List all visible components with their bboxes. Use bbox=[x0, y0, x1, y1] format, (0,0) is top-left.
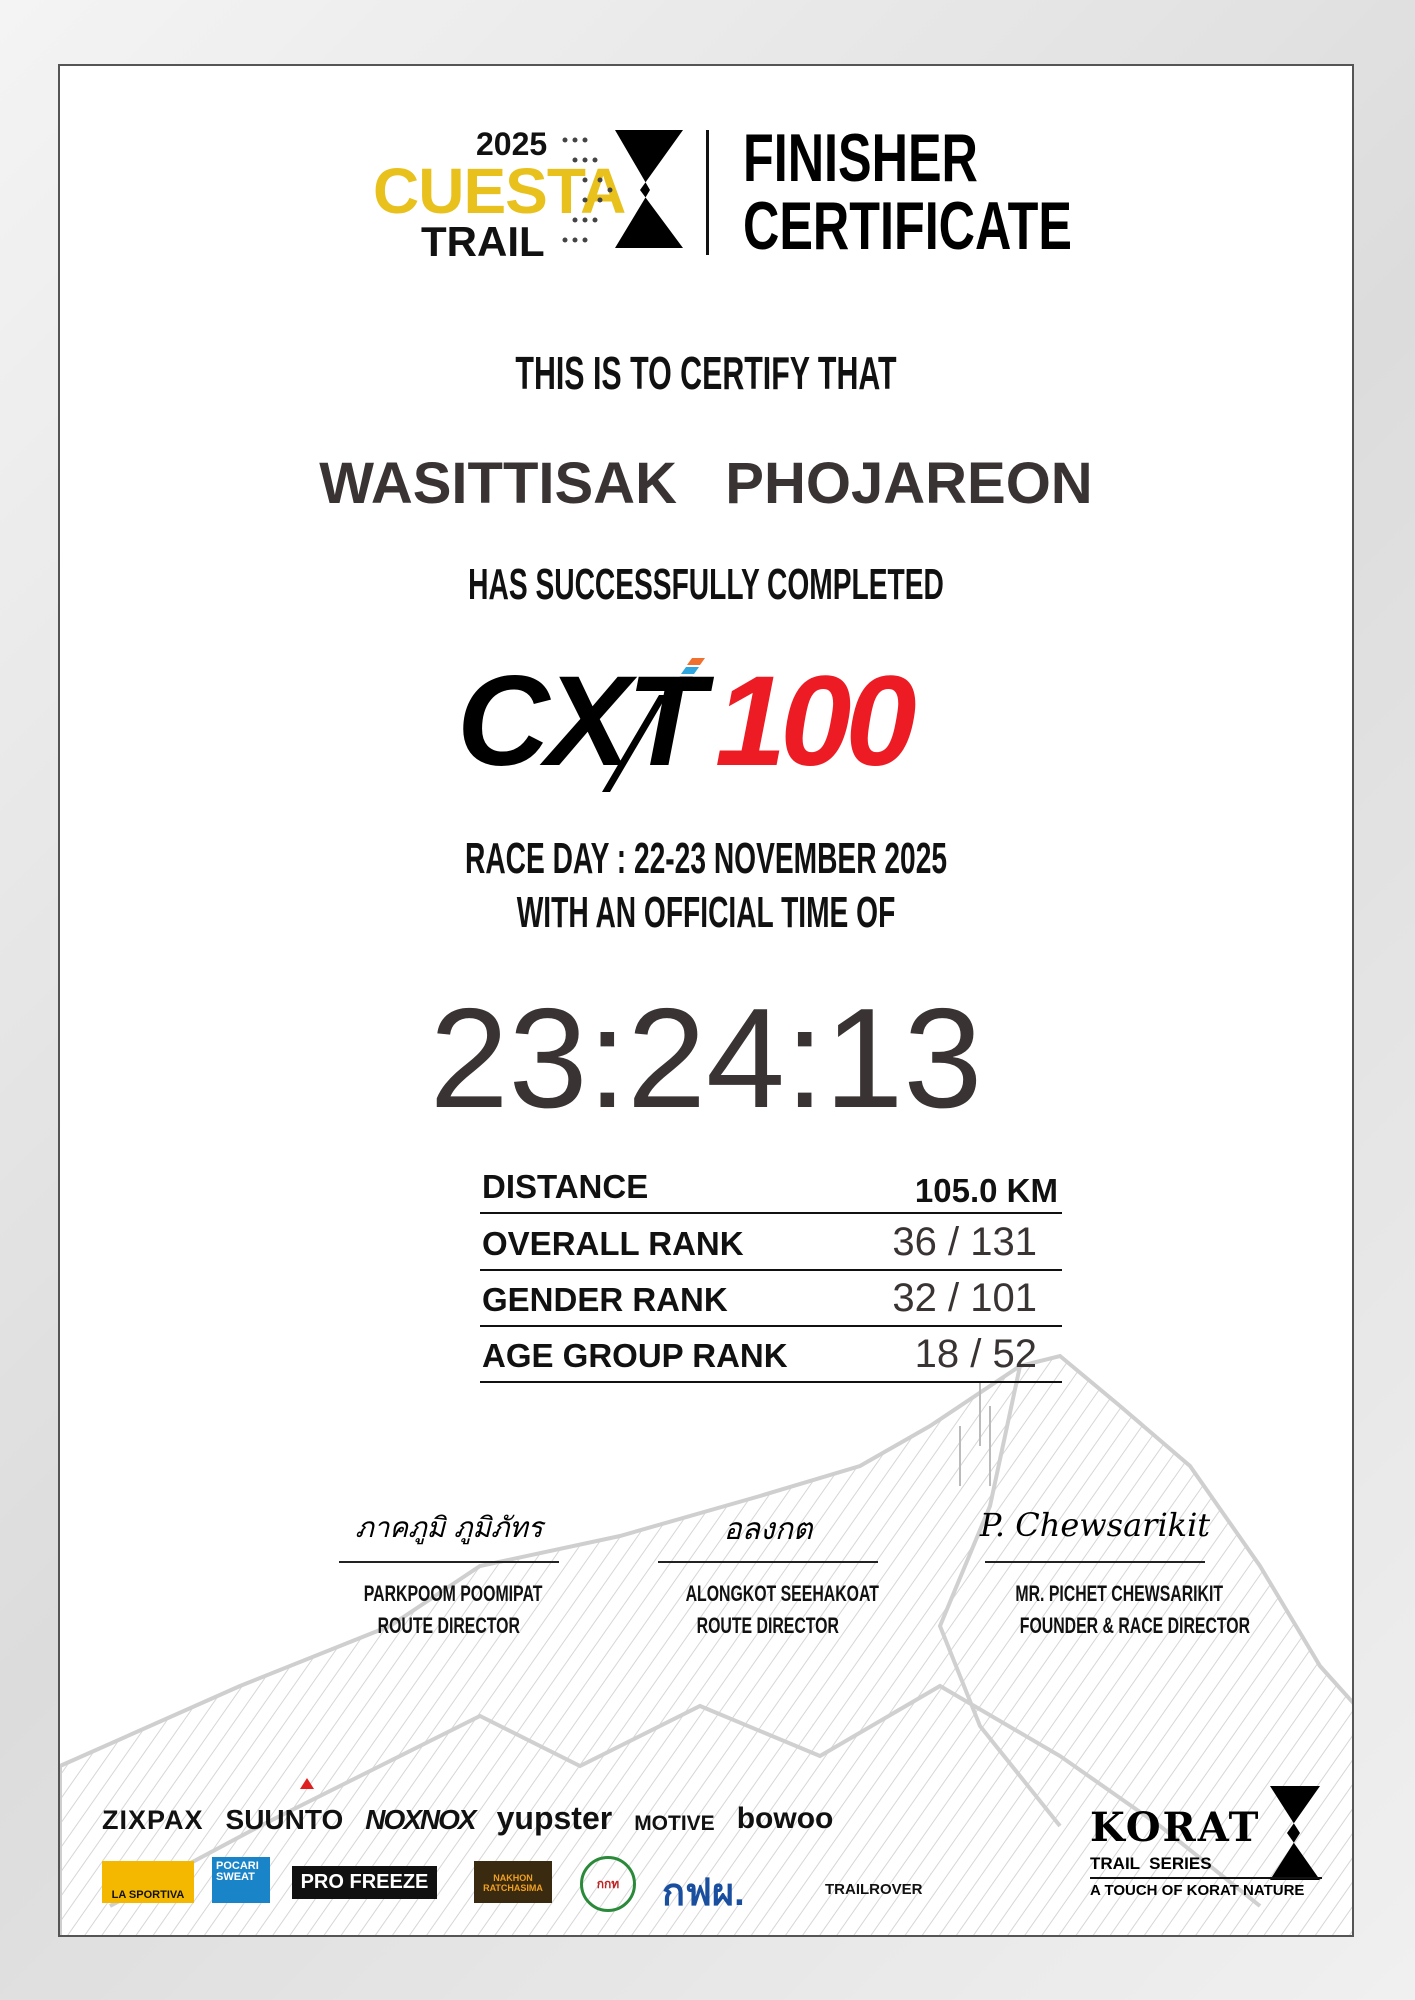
korat-trail-logo: KORAT TRAIL SERIES A TOUCH OF KORAT NATU… bbox=[1090, 1786, 1324, 1904]
signature-block: P. Chewsarikit MR. PICHET CHEWSARIKIT FO… bbox=[975, 1506, 1250, 1639]
result-value: 36 / 131 bbox=[892, 1220, 1037, 1264]
sponsor-logo: TRAILROVER bbox=[825, 1881, 923, 1898]
result-label: DISTANCE bbox=[482, 1168, 649, 1205]
result-value: 105.0 KM bbox=[914, 1172, 1058, 1209]
sponsor-logo: PRO FREEZE bbox=[292, 1866, 437, 1899]
race-day: RACE DAY : 22-23 NOVEMBER 2025 bbox=[464, 834, 948, 883]
header-divider bbox=[706, 130, 709, 255]
title-certificate: CERTIFICATE bbox=[743, 188, 1072, 264]
result-row-age-group: AGE GROUP RANK 18 / 52 bbox=[480, 1327, 1062, 1383]
korat-divider bbox=[1090, 1877, 1322, 1879]
sponsor-logo: bowoo bbox=[736, 1802, 834, 1835]
signature-line bbox=[339, 1561, 559, 1563]
sponsor-logo: กฟผ. bbox=[662, 1872, 745, 1914]
korat-name: KORAT bbox=[1090, 1804, 1261, 1851]
runner-name: WASITTISAK PHOJAREON bbox=[319, 451, 1093, 516]
signature: ภาคภูมิ ภูมิภัทร bbox=[355, 1511, 543, 1544]
official-time-label: WITH AN OFFICIAL TIME OF bbox=[516, 888, 896, 937]
certificate: 2025 CUESTA TRAIL FINISHER CERTIFICATE T… bbox=[58, 64, 1354, 1937]
korat-sub: TRAIL SERIES bbox=[1090, 1854, 1212, 1873]
result-label: GENDER RANK bbox=[482, 1281, 728, 1318]
event-year: 2025 bbox=[476, 126, 548, 162]
sponsor-row-1: ZIXPAX SUUNTO NOXNOX yupster MOTIVE bowo… bbox=[102, 1794, 833, 1834]
signature-line bbox=[658, 1561, 878, 1563]
signer-name: ALONGKOT SEEHAKOAT bbox=[685, 1581, 879, 1606]
signature-block: อลงกต ALONGKOT SEEHAKOAT ROUTE DIRECTOR bbox=[648, 1506, 888, 1639]
completed-text: HAS SUCCESSFULLY COMPLETED bbox=[468, 560, 944, 609]
result-row-overall: OVERALL RANK 36 / 131 bbox=[480, 1216, 1062, 1271]
signer-name: MR. PICHET CHEWSARIKIT bbox=[1015, 1581, 1224, 1606]
result-label: AGE GROUP RANK bbox=[482, 1337, 788, 1374]
event-sub: TRAIL bbox=[421, 218, 545, 265]
cuesta-x-logo-icon bbox=[562, 130, 683, 248]
result-row-gender: GENDER RANK 32 / 101 bbox=[480, 1271, 1062, 1327]
result-label: OVERALL RANK bbox=[482, 1225, 744, 1262]
signer-title: ROUTE DIRECTOR bbox=[696, 1613, 840, 1638]
result-row-distance: DISTANCE 105.0 KM bbox=[480, 1166, 1062, 1214]
result-value: 18 / 52 bbox=[914, 1332, 1037, 1376]
sponsor-logo: POCARI SWEAT bbox=[212, 1857, 270, 1903]
signer-name: PARKPOOM POOMIPAT bbox=[363, 1581, 543, 1606]
race-logo-stripes-icon bbox=[602, 658, 705, 792]
signature-block: ภาคภูมิ ภูมิภัทร PARKPOOM POOMIPAT ROUTE… bbox=[329, 1506, 569, 1639]
sponsor-logo: SUUNTO bbox=[225, 1804, 344, 1835]
signer-title: FOUNDER & RACE DIRECTOR bbox=[1019, 1613, 1251, 1638]
official-time: 23:24:13 bbox=[429, 979, 983, 1138]
sponsor-logo: yupster bbox=[496, 1800, 613, 1836]
certify-text: THIS IS TO CERTIFY THAT bbox=[515, 347, 897, 399]
race-logo-prefix: CXT bbox=[457, 650, 705, 793]
signer-title: ROUTE DIRECTOR bbox=[377, 1613, 521, 1638]
race-logo-distance: 100 bbox=[715, 650, 917, 793]
signature: P. Chewsarikit bbox=[979, 1506, 1211, 1544]
event-name: CUESTA bbox=[373, 155, 626, 227]
sponsor-logo: MOTIVE bbox=[634, 1812, 715, 1835]
korat-x-icon bbox=[1270, 1786, 1320, 1880]
mountain-illustration bbox=[60, 1353, 1352, 1935]
race-logo: CXT 100 bbox=[457, 637, 977, 797]
korat-tagline: A TOUCH OF KORAT NATURE bbox=[1090, 1882, 1305, 1899]
sponsor-logo: NAKHON RATCHASIMA bbox=[474, 1861, 552, 1903]
sponsor-logo: กกท bbox=[580, 1856, 636, 1912]
result-value: 32 / 101 bbox=[892, 1276, 1037, 1320]
signature-line bbox=[985, 1561, 1205, 1563]
sponsor-logo: NOXNOX bbox=[365, 1804, 476, 1835]
signature: อลงกต bbox=[723, 1512, 813, 1547]
title-finisher: FINISHER bbox=[743, 120, 978, 196]
sponsor-logo: LA SPORTIVA bbox=[102, 1861, 194, 1903]
sponsor-logo: ZIXPAX bbox=[102, 1805, 204, 1835]
suunto-triangle-icon bbox=[300, 1778, 314, 1789]
